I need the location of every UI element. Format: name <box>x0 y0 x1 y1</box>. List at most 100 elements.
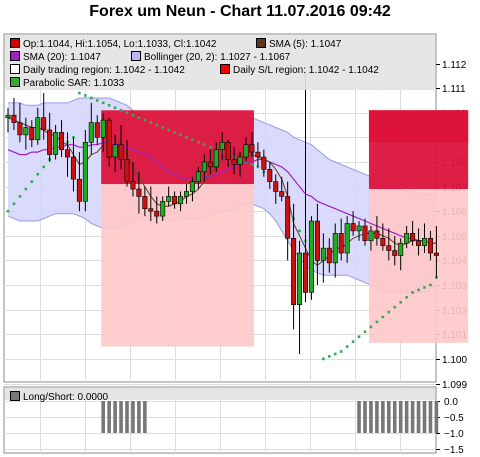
parabolic-sar-dot <box>119 108 123 112</box>
parabolic-sar-dot <box>351 340 355 343</box>
long-short-bar <box>101 401 105 433</box>
long-short-bar <box>369 401 373 433</box>
candle-body <box>23 127 29 136</box>
parabolic-sar-dot <box>6 209 10 213</box>
candle-body <box>5 114 11 118</box>
parabolic-sar-dot <box>369 325 373 329</box>
long-short-bar <box>107 401 111 433</box>
candle-body <box>47 129 53 155</box>
parabolic-sar-dot <box>179 133 182 137</box>
parabolic-sar-dot <box>345 345 349 348</box>
parabolic-sar-dot <box>381 315 385 319</box>
candle-body <box>76 178 82 202</box>
parabolic-sar-dot <box>137 116 141 119</box>
parabolic-sar-dot <box>423 286 426 289</box>
legend-daily-sl-label: Daily S/L region: 1.1042 - 1.1042 <box>233 65 379 76</box>
parabolic-sar-dot <box>357 335 361 339</box>
parabolic-sar-dot <box>429 283 432 287</box>
candle-body <box>249 144 255 153</box>
candle-body <box>279 191 285 197</box>
parabolic-sar-dot <box>18 195 22 198</box>
parabolic-sar-dot <box>393 305 397 309</box>
candle-body <box>124 159 130 182</box>
parabolic-sar-dot <box>375 320 379 324</box>
candle-body <box>368 230 374 242</box>
candle-body <box>106 119 112 158</box>
long-short-bar <box>363 401 367 433</box>
parabolic-sar-dot <box>322 357 325 361</box>
parabolic-sar-dot <box>125 111 129 115</box>
candle-body <box>88 122 94 143</box>
candle-body <box>184 191 190 197</box>
candle-body <box>41 117 47 131</box>
parabolic-sar-dot <box>155 123 159 127</box>
candle-body <box>302 252 308 293</box>
candle-body <box>350 223 356 232</box>
legend-daily-trading: Daily trading region: 1.1042 - 1.1042 <box>10 64 185 76</box>
long-short-bar <box>387 401 391 433</box>
candle-body <box>314 220 320 261</box>
candle-body <box>427 237 433 254</box>
legend-daily-trading-swatch <box>10 64 20 74</box>
candle-body <box>356 225 362 232</box>
parabolic-sar-dot <box>197 140 200 144</box>
parabolic-sar-dot <box>167 128 170 132</box>
long-short-bar <box>143 401 147 433</box>
legend-sma5-swatch <box>256 38 266 48</box>
candle-body <box>332 233 338 264</box>
candle-body <box>17 122 23 136</box>
candle-body <box>136 188 142 197</box>
parabolic-sar-dot <box>339 350 343 353</box>
candle-body <box>213 149 219 168</box>
legend-bollinger-label: Bollinger (20, 2): 1.1027 - 1.1067 <box>144 52 291 63</box>
parabolic-sar-dot <box>78 91 81 95</box>
candle-body <box>65 149 71 158</box>
candle-body <box>398 242 404 256</box>
candle-body <box>195 171 201 182</box>
parabolic-sar-dot <box>405 296 408 299</box>
parabolic-sar-dot <box>131 113 135 117</box>
chart-title: Forex um Neun - Chart 11.07.2016 09:42 <box>89 3 391 20</box>
parabolic-sar-dot <box>399 300 402 304</box>
parabolic-sar-dot <box>90 96 93 100</box>
candle-body <box>320 247 326 261</box>
parabolic-sar-dot <box>328 355 331 358</box>
candle-body <box>82 141 88 202</box>
candle-body <box>243 144 249 158</box>
candle-body <box>166 196 172 202</box>
candle-body <box>130 181 136 190</box>
long-short-bar <box>416 401 421 433</box>
long-short-bar <box>137 401 141 433</box>
y-tick-label: 1.099 <box>442 380 467 391</box>
candle-body <box>255 151 261 158</box>
parabolic-sar-dot <box>203 143 206 147</box>
legend-daily-sl-swatch <box>220 64 230 74</box>
parabolic-sar-dot <box>435 276 438 279</box>
legend-sma20-swatch <box>10 51 20 61</box>
legend-bollinger: Bollinger (20, 2): 1.1027 - 1.1067 <box>131 51 290 63</box>
long-short-tick-label: 0.0 <box>444 397 458 408</box>
candle-body <box>285 196 291 239</box>
candle-body <box>297 252 303 306</box>
parabolic-sar-dot <box>101 101 105 105</box>
candle-body <box>421 237 427 246</box>
legend-sma20: SMA (20): 1.1047 <box>10 51 101 63</box>
parabolic-sar-dot <box>411 291 414 294</box>
candle-body <box>380 237 386 246</box>
candle-body <box>100 119 106 138</box>
daily-trading-region <box>368 189 469 343</box>
legend-sma20-label: SMA (20): 1.1047 <box>23 52 101 63</box>
parabolic-sar-dot <box>30 180 34 183</box>
parabolic-sar-dot <box>298 229 301 233</box>
parabolic-sar-dot <box>185 136 188 139</box>
candle-body <box>338 233 344 254</box>
candle-body <box>118 144 124 160</box>
parabolic-sar-dot <box>333 352 337 356</box>
candle-body <box>154 210 160 217</box>
legend-parabolic-sar-swatch <box>10 77 20 87</box>
candle-body <box>273 181 279 192</box>
legend-bollinger-swatch <box>131 51 141 61</box>
parabolic-sar-dot <box>161 126 164 129</box>
y-tick-label: 1.112 <box>442 60 467 71</box>
parabolic-sar-dot <box>417 288 420 292</box>
